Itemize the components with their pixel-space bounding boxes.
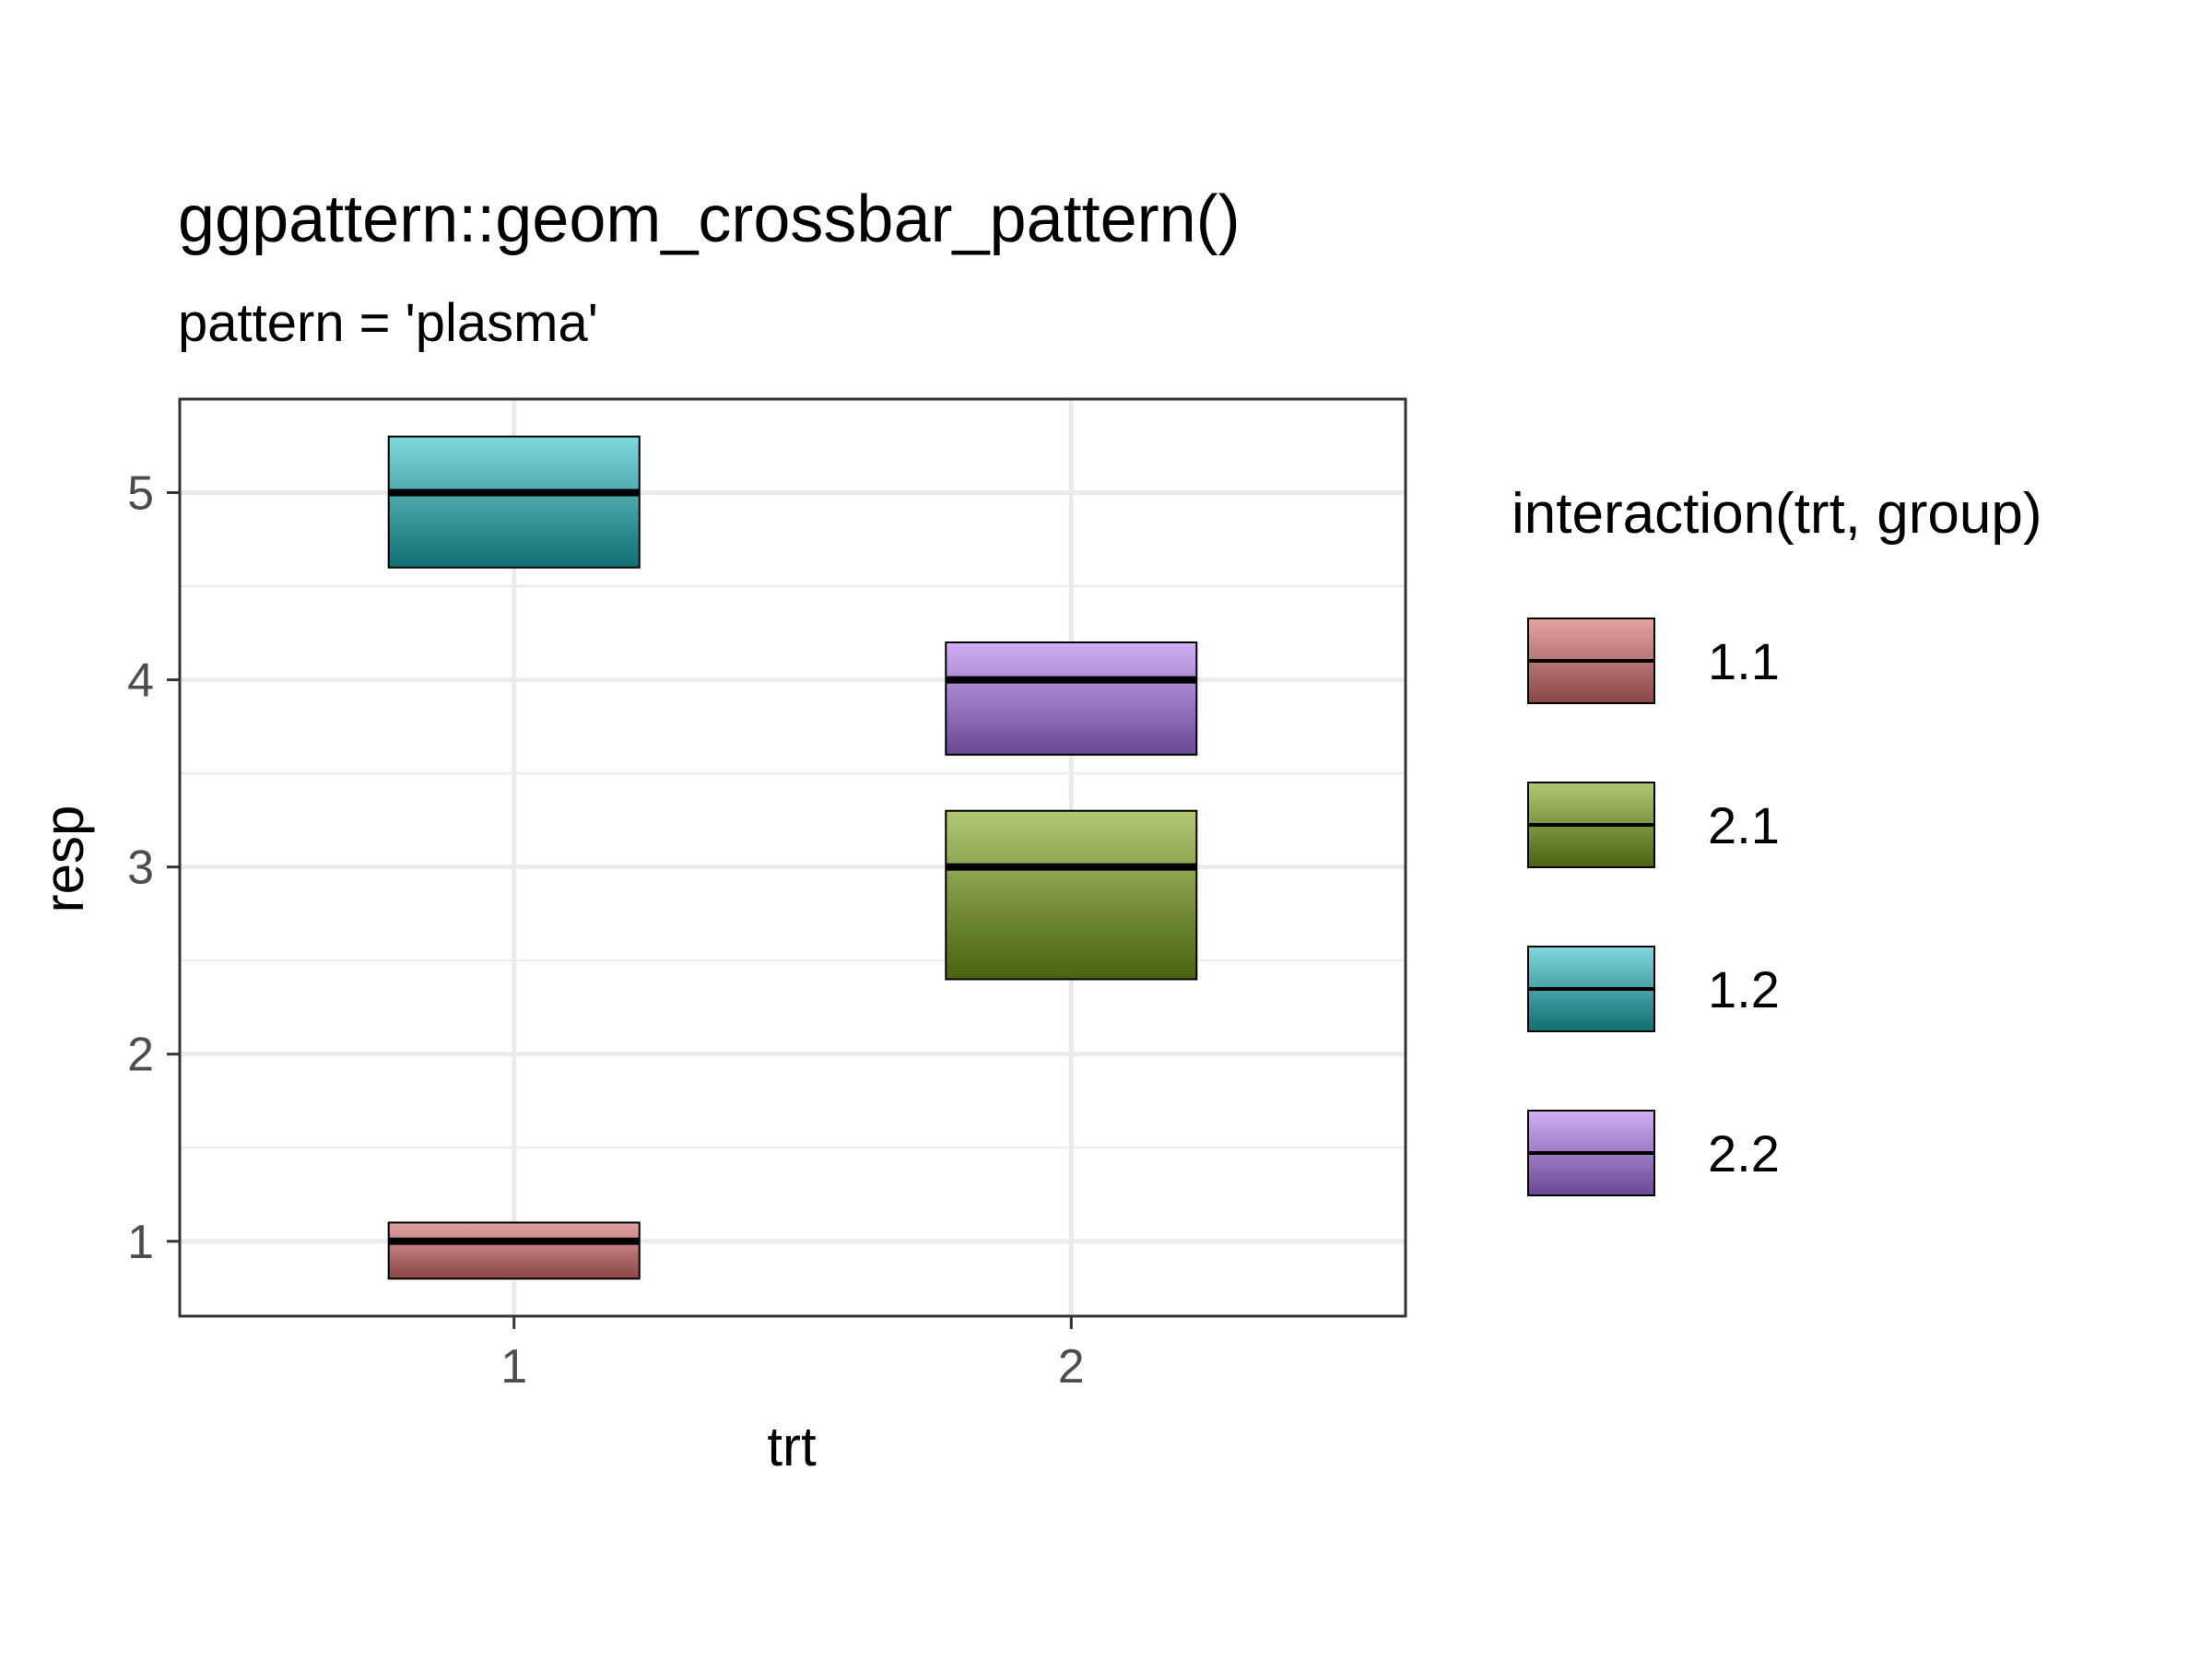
panel-border <box>178 397 1407 1318</box>
y-tick-label: 5 <box>127 467 154 521</box>
chart-title: ggpattern::geom_crossbar_pattern() <box>178 182 1241 256</box>
crossbar-1-1 <box>387 1221 641 1280</box>
crossbar-box <box>387 1221 641 1280</box>
plot-area: 1 2 3 4 5 1 2 <box>127 397 1407 1394</box>
crossbar-2-2 <box>945 641 1198 756</box>
legend-entry-2-1: 2.1 <box>1527 782 1780 868</box>
x-tick-label: 2 <box>1058 1340 1085 1394</box>
x-axis-title: trt <box>767 1416 817 1477</box>
legend-label: 1.1 <box>1708 632 1780 690</box>
y-tick-label: 1 <box>127 1216 154 1269</box>
crossbar-box <box>945 809 1198 981</box>
chart-subtitle: pattern = 'plasma' <box>178 293 598 353</box>
legend-title: interaction(trt, group) <box>1512 482 2041 546</box>
legend-entry-1-1: 1.1 <box>1527 618 1780 704</box>
legend-entry-2-2: 2.2 <box>1527 1110 1780 1196</box>
legend-entry-1-2: 1.2 <box>1527 946 1780 1032</box>
legend-label: 1.2 <box>1708 960 1780 1018</box>
legend-label: 2.1 <box>1708 796 1780 854</box>
y-axis-title: resp <box>33 806 95 913</box>
crossbar-box <box>387 435 641 569</box>
y-tick-label: 2 <box>127 1029 154 1082</box>
crossbar-box <box>945 641 1198 756</box>
crossbar-1-2 <box>387 435 641 569</box>
y-tick-label: 4 <box>127 654 154 708</box>
panel-background <box>180 399 1406 1316</box>
crossbar-2-1 <box>945 809 1198 981</box>
y-tick-label: 3 <box>127 841 154 895</box>
legend-label: 2.2 <box>1708 1124 1780 1182</box>
x-tick-label: 1 <box>500 1340 527 1394</box>
legend: 1.1 2.1 1.2 2.2 <box>1527 618 1780 1196</box>
